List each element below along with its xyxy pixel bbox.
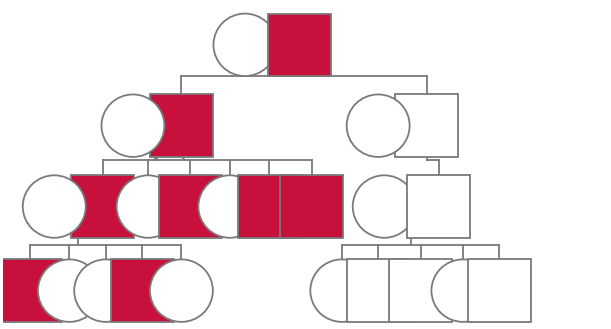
- Bar: [71, 175, 134, 238]
- Bar: [238, 175, 301, 238]
- Bar: [111, 259, 174, 322]
- Ellipse shape: [74, 259, 137, 322]
- Ellipse shape: [213, 13, 276, 76]
- Bar: [395, 94, 458, 157]
- Bar: [150, 94, 213, 157]
- Ellipse shape: [199, 175, 262, 238]
- Bar: [0, 259, 62, 322]
- Ellipse shape: [150, 259, 213, 322]
- Ellipse shape: [38, 259, 101, 322]
- Ellipse shape: [23, 175, 86, 238]
- Ellipse shape: [310, 259, 373, 322]
- Bar: [280, 175, 343, 238]
- Bar: [159, 175, 222, 238]
- Ellipse shape: [346, 94, 409, 157]
- Ellipse shape: [117, 175, 180, 238]
- Ellipse shape: [101, 94, 164, 157]
- Bar: [268, 13, 331, 76]
- Ellipse shape: [431, 259, 494, 322]
- Bar: [407, 175, 470, 238]
- Bar: [468, 259, 531, 322]
- Ellipse shape: [353, 175, 415, 238]
- Bar: [389, 259, 452, 322]
- Bar: [346, 259, 409, 322]
